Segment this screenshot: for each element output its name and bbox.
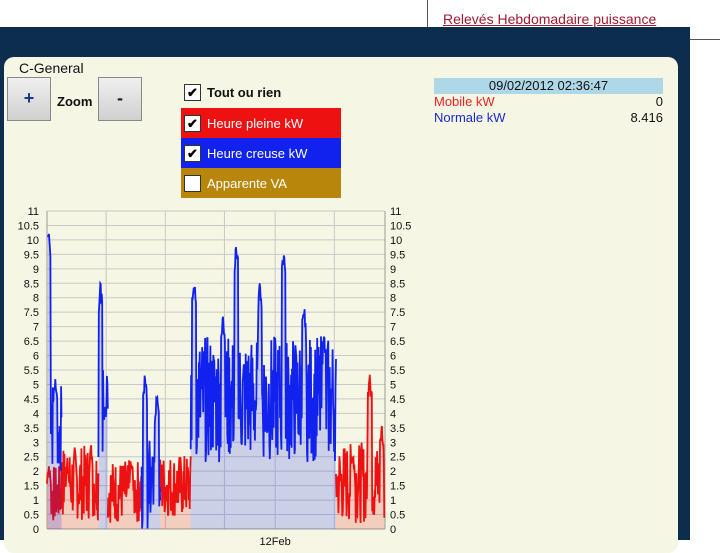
y-tick-label-left: 7 <box>33 322 39 334</box>
weekly-power-link[interactable]: Relevés Hebdomadaire puissance <box>443 11 657 27</box>
y-tick-label-left: 8 <box>33 293 39 305</box>
readout-normale-value: 8.416 <box>630 110 663 125</box>
y-tick-label-right: 10.5 <box>390 220 411 232</box>
series-area <box>107 460 142 529</box>
panel-title: C-General <box>19 60 84 76</box>
zoom-out-button[interactable]: - <box>98 77 142 121</box>
y-tick-label-left: 10.5 <box>18 220 39 232</box>
toggle-label: Heure creuse kW <box>207 145 308 161</box>
series-line <box>106 460 143 523</box>
series-line <box>189 247 337 463</box>
series-area <box>190 247 336 529</box>
y-tick-label-right: 10 <box>390 235 402 247</box>
y-tick-label-right: 3.5 <box>390 423 405 435</box>
y-tick-label-right: 0.5 <box>390 510 405 522</box>
series-line <box>46 466 62 521</box>
series-line <box>140 375 162 529</box>
y-tick-label-left: 1.5 <box>24 481 39 493</box>
y-tick-label-left: 9.5 <box>24 249 39 261</box>
toggle-label: Tout ou rien <box>207 84 282 100</box>
zoom-label: Zoom <box>57 94 93 109</box>
y-tick-label-left: 6 <box>33 351 39 363</box>
y-tick-label-left: 3 <box>33 437 39 449</box>
y-tick-label-left: 4.5 <box>24 394 39 406</box>
y-tick-label-left: 1 <box>33 495 39 507</box>
y-tick-label-left: 5.5 <box>24 365 39 377</box>
series-line <box>335 374 386 524</box>
y-tick-label-right: 6.5 <box>390 336 405 348</box>
y-tick-label-left: 9 <box>33 264 39 276</box>
series-line <box>59 445 100 521</box>
y-tick-label-left: 5 <box>33 379 39 391</box>
toggle-heure-pleine[interactable]: ✔ Heure pleine kW <box>181 108 341 138</box>
chart-frame: C-General + Zoom - ✔ Tout ou rien ✔ Heur… <box>0 27 690 553</box>
y-tick-label-right: 5 <box>390 379 396 391</box>
y-tick-label-right: 2 <box>390 466 396 478</box>
readout-normale-label: Normale kW <box>434 110 506 125</box>
series-line <box>97 280 109 458</box>
toggle-heure-creuse[interactable]: ✔ Heure creuse kW <box>181 138 341 168</box>
toggle-label: Heure pleine kW <box>207 115 304 131</box>
toggle-tout-ou-rien[interactable]: ✔ Tout ou rien <box>181 77 341 107</box>
readout-mobile-value: 0 <box>655 94 663 109</box>
readout-normale-row: Normale kW 8.416 <box>434 110 663 126</box>
readout-mobile-row: Mobile kW 0 <box>434 94 663 110</box>
readout-datetime: 09/02/2012 02:36:47 <box>434 78 663 94</box>
toggle-apparente[interactable]: Apparente VA <box>181 168 341 198</box>
series-line <box>47 233 63 471</box>
y-tick-label-right: 8.5 <box>390 278 405 290</box>
checkbox-apparente[interactable] <box>184 174 201 192</box>
y-tick-label-left: 2.5 <box>24 452 39 464</box>
y-tick-label-left: 3.5 <box>24 423 39 435</box>
checkbox-tout-ou-rien[interactable]: ✔ <box>184 83 201 101</box>
power-chart: 0 00.5 0.51 11.5 1.52 22.5 2.53 33.5 3.54 44.5 4.5… <box>18 206 412 548</box>
readout-mobile-label: Mobile kW <box>434 94 495 109</box>
y-tick-label-right: 3 <box>390 437 396 449</box>
y-tick-label-left: 4 <box>33 408 39 420</box>
y-tick-label-right: 0 <box>390 524 396 536</box>
live-readout: 09/02/2012 02:36:47 Mobile kW 0 Normale … <box>434 78 663 126</box>
series-line <box>159 456 192 516</box>
y-tick-label-right: 9 <box>390 264 396 276</box>
y-tick-label-right: 1 <box>390 495 396 507</box>
y-tick-label-right: 7 <box>390 322 396 334</box>
y-tick-label-right: 5.5 <box>390 365 405 377</box>
y-tick-label-left: 11 <box>28 206 39 218</box>
y-tick-label-left: 2 <box>33 466 39 478</box>
checkbox-heure-pleine[interactable]: ✔ <box>184 114 201 132</box>
y-tick-label-right: 9.5 <box>390 249 405 261</box>
y-tick-label-right: 2.5 <box>390 452 405 464</box>
y-tick-label-left: 0.5 <box>24 510 39 522</box>
x-tick-label: 12Feb <box>260 536 291 548</box>
y-tick-label-right: 8 <box>390 293 396 305</box>
y-tick-label-right: 6 <box>390 351 396 363</box>
chart-panel: C-General + Zoom - ✔ Tout ou rien ✔ Heur… <box>4 57 678 553</box>
y-tick-label-left: 10 <box>27 235 39 247</box>
y-tick-label-left: 6.5 <box>24 336 39 348</box>
zoom-in-button[interactable]: + <box>7 77 51 121</box>
y-tick-label-right: 11 <box>390 206 401 218</box>
y-tick-label-left: 8.5 <box>24 278 39 290</box>
toggle-label: Apparente VA <box>207 175 287 191</box>
checkbox-heure-creuse[interactable]: ✔ <box>184 144 201 162</box>
y-tick-label-left: 7.5 <box>24 307 39 319</box>
y-tick-label-right: 7.5 <box>390 307 405 319</box>
y-tick-label-right: 4 <box>390 408 396 420</box>
series-area <box>336 374 385 529</box>
y-tick-label-left: 0 <box>33 524 39 536</box>
y-tick-label-right: 1.5 <box>390 481 405 493</box>
y-tick-label-right: 4.5 <box>390 394 405 406</box>
